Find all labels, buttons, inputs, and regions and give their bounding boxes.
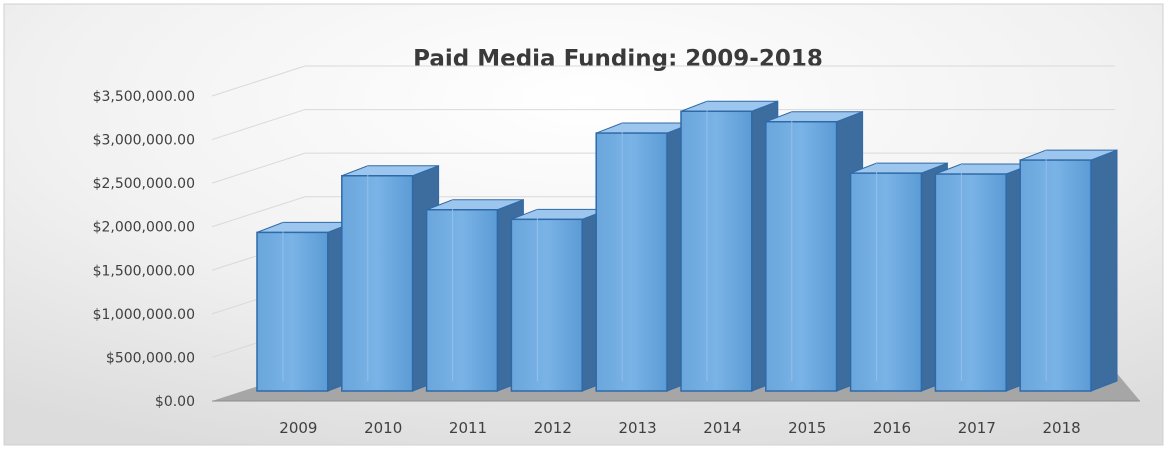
bar-front xyxy=(256,231,329,392)
bar-front xyxy=(510,218,583,392)
bar-front xyxy=(849,172,923,392)
x-tick-label: 2012 xyxy=(534,419,572,437)
x-tick-label: 2011 xyxy=(449,419,487,437)
bar-front xyxy=(1019,159,1092,392)
bar-2012 xyxy=(510,208,609,392)
bar-2013 xyxy=(595,122,694,392)
y-tick-label: $1,000,000.00 xyxy=(93,307,195,323)
y-tick-label: $2,000,000.00 xyxy=(93,220,195,236)
y-tick-label: $3,000,000.00 xyxy=(93,133,195,149)
chart-title: Paid Media Funding: 2009-2018 xyxy=(413,46,823,72)
x-tick-label: 2013 xyxy=(619,419,657,437)
bar-2011 xyxy=(425,199,524,392)
bar-front xyxy=(341,175,414,392)
x-tick-label: 2016 xyxy=(873,419,911,437)
y-tick-label: $1,500,000.00 xyxy=(93,263,195,279)
x-tick-label: 2015 xyxy=(788,419,826,437)
bar-side xyxy=(1090,149,1118,392)
x-tick-label: 2017 xyxy=(958,419,996,437)
y-tick-label: $2,500,000.00 xyxy=(93,176,195,192)
x-tick-label: 2014 xyxy=(703,419,741,437)
bar-2018 xyxy=(1019,149,1118,392)
bar-front xyxy=(595,132,668,392)
gridline xyxy=(211,65,1115,97)
bar-front xyxy=(934,173,1007,392)
bar-front xyxy=(680,110,753,392)
y-axis: $0.00 $500,000.00 $1,000,000.00 $1,500,000.… xyxy=(93,89,195,410)
bar-front xyxy=(765,120,838,392)
x-axis: 2009 2010 2011 2012 2013 2014 2015 2016 2017 2018 xyxy=(279,419,1080,437)
x-tick-label: 2018 xyxy=(1043,419,1081,437)
y-tick-label: $3,500,000.00 xyxy=(93,89,195,105)
y-tick-label: $0.00 xyxy=(155,394,195,410)
bar-2014 xyxy=(680,100,779,392)
y-tick-label: $500,000.00 xyxy=(106,350,195,366)
bar-2016 xyxy=(849,162,948,392)
bar-2017 xyxy=(934,163,1033,392)
x-tick-label: 2009 xyxy=(279,419,317,437)
bar-2015 xyxy=(765,111,864,392)
bars xyxy=(256,100,1118,392)
bar-front xyxy=(425,208,499,392)
bar-2009 xyxy=(256,221,355,392)
bar-2010 xyxy=(341,165,440,392)
x-tick-label: 2010 xyxy=(364,419,402,437)
gridline xyxy=(211,109,1115,141)
